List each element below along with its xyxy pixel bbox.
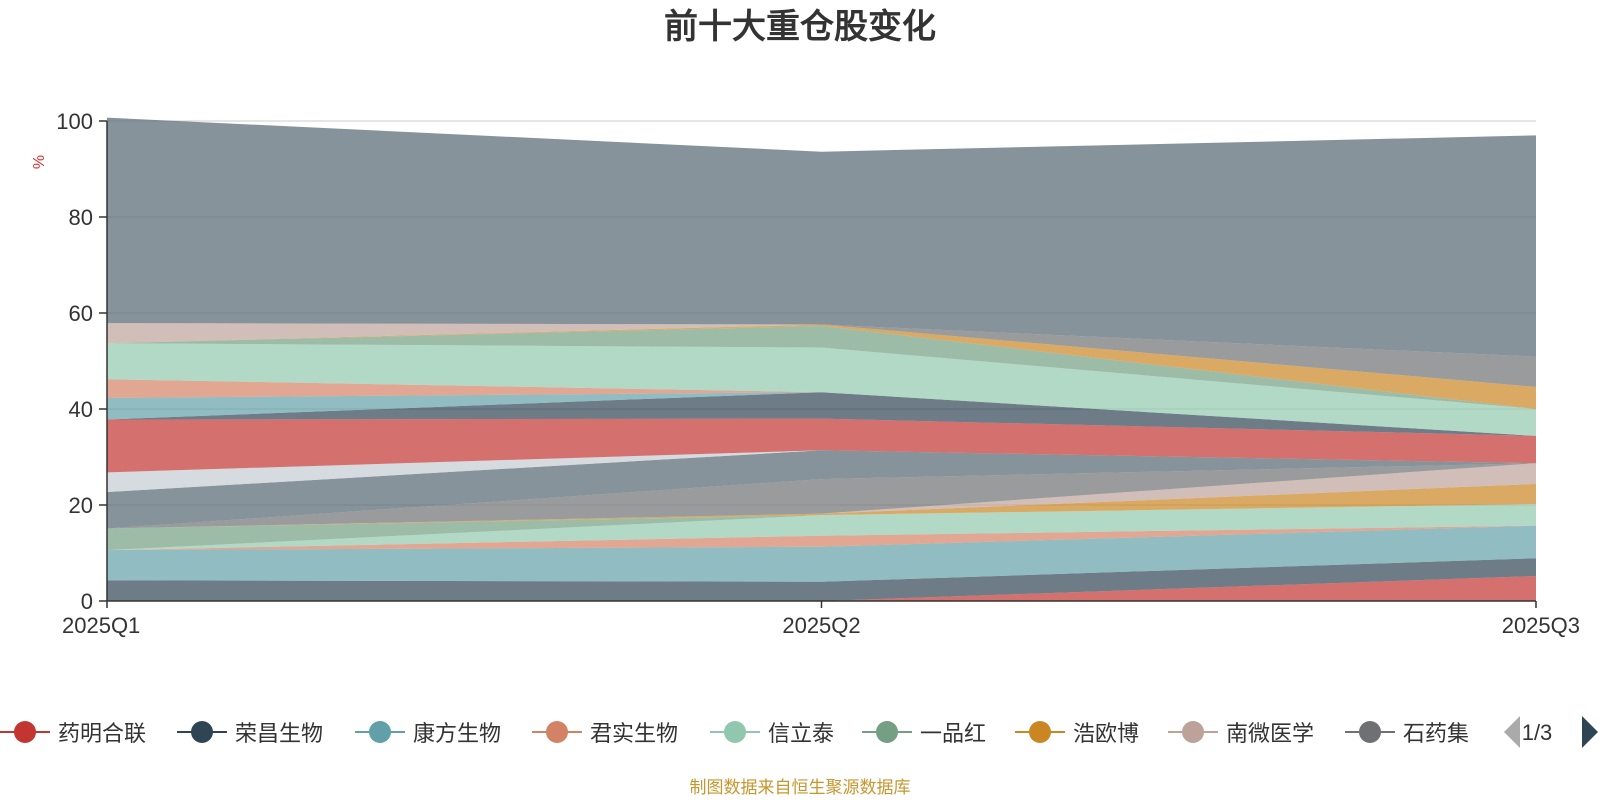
area-series-19 bbox=[107, 323, 1536, 387]
y-tick-label: 80 bbox=[69, 205, 93, 230]
legend-next-arrow-icon[interactable] bbox=[1582, 716, 1598, 748]
x-tick-label: 2025Q2 bbox=[782, 613, 860, 638]
legend-item[interactable]: 南微医学 bbox=[1168, 712, 1314, 752]
area-series-21 bbox=[107, 117, 1536, 357]
y-tick-label: 60 bbox=[69, 301, 93, 326]
legend-marker-icon bbox=[710, 712, 760, 752]
legend-marker-icon bbox=[532, 712, 582, 752]
area-series-18 bbox=[107, 324, 1536, 409]
y-tick-label: 40 bbox=[69, 397, 93, 422]
legend-marker-icon bbox=[1015, 712, 1065, 752]
legend-label: 浩欧博 bbox=[1073, 722, 1140, 747]
area-series-15 bbox=[107, 379, 1536, 436]
legend-item[interactable]: 康方生物 bbox=[355, 712, 501, 752]
legend-marker-icon bbox=[355, 712, 405, 752]
area-series-12 bbox=[107, 418, 1536, 473]
legend-item[interactable]: 石药集 bbox=[1345, 712, 1480, 752]
legend-marker-icon bbox=[177, 712, 227, 752]
legend-label: 康方生物 bbox=[413, 722, 502, 747]
area-series-1 bbox=[107, 576, 1536, 601]
area-series-5 bbox=[107, 504, 1536, 551]
x-tick-label: 2025Q3 bbox=[1502, 613, 1580, 638]
legend-item[interactable]: 药明合联 bbox=[0, 712, 146, 752]
legend-marker-icon bbox=[0, 712, 50, 752]
y-tick-label: 100 bbox=[56, 109, 93, 134]
area-series-11 bbox=[107, 450, 1536, 493]
legend-label: 药明合联 bbox=[58, 722, 147, 747]
legend-marker-icon bbox=[1168, 712, 1218, 752]
area-series-10 bbox=[107, 450, 1536, 529]
y-axis-label: % bbox=[31, 155, 48, 169]
legend-label: 南微医学 bbox=[1226, 722, 1315, 747]
legend-label: 石药集 bbox=[1403, 722, 1470, 747]
area-series-3 bbox=[107, 525, 1536, 582]
area-series-2 bbox=[107, 558, 1536, 601]
legend-page-indicator: 1/3 bbox=[1522, 720, 1553, 745]
x-axis-tick-labels: 2025Q1 2025Q2 2025Q3 bbox=[62, 613, 1580, 638]
area-series-13 bbox=[107, 392, 1536, 436]
legend-item[interactable]: 君实生物 bbox=[532, 712, 678, 752]
axes bbox=[99, 120, 1537, 608]
legend-item[interactable]: 浩欧博 bbox=[1015, 712, 1139, 752]
area-series-6 bbox=[107, 504, 1536, 551]
legend-label: 君实生物 bbox=[590, 722, 679, 747]
legend-label: 一品红 bbox=[920, 722, 987, 747]
legend: 药明合联 荣昌生物 康方生物 君实生物 信立泰 一品红 浩欧博 南微医学 石药集 bbox=[0, 712, 1600, 752]
area-series-9 bbox=[107, 463, 1536, 529]
legend-prev-arrow-icon[interactable] bbox=[1504, 716, 1520, 748]
y-axis-tick-labels: 0 20 40 60 80 100 bbox=[56, 109, 93, 614]
legend-marker-icon bbox=[1345, 712, 1395, 752]
area-series-20 bbox=[107, 323, 1536, 387]
area-series-17 bbox=[107, 325, 1536, 409]
legend-item[interactable]: 荣昌生物 bbox=[177, 712, 323, 752]
area-series-7 bbox=[107, 483, 1536, 529]
legend-label: 荣昌生物 bbox=[235, 722, 324, 747]
legend-item[interactable]: 一品红 bbox=[862, 712, 986, 752]
legend-item[interactable]: 信立泰 bbox=[710, 712, 834, 752]
area-series bbox=[107, 117, 1536, 601]
area-series-4 bbox=[107, 525, 1536, 551]
x-tick-label: 2025Q1 bbox=[62, 613, 140, 638]
data-source-note: 制图数据来自恒生聚源数据库 bbox=[689, 778, 911, 798]
stacked-area-chart: 0 20 40 60 80 100 2025Q1 2025Q2 2025Q3 % bbox=[31, 109, 1580, 638]
legend-marker-icon bbox=[862, 712, 912, 752]
area-series-14 bbox=[107, 392, 1536, 436]
chart-title: 前十大重仓股变化 bbox=[664, 7, 936, 47]
y-tick-label: 20 bbox=[69, 493, 93, 518]
legend-label: 信立泰 bbox=[768, 722, 835, 747]
legend-pager: 1/3 bbox=[1504, 716, 1598, 748]
area-series-16 bbox=[107, 343, 1536, 436]
y-tick-label: 0 bbox=[81, 589, 93, 614]
